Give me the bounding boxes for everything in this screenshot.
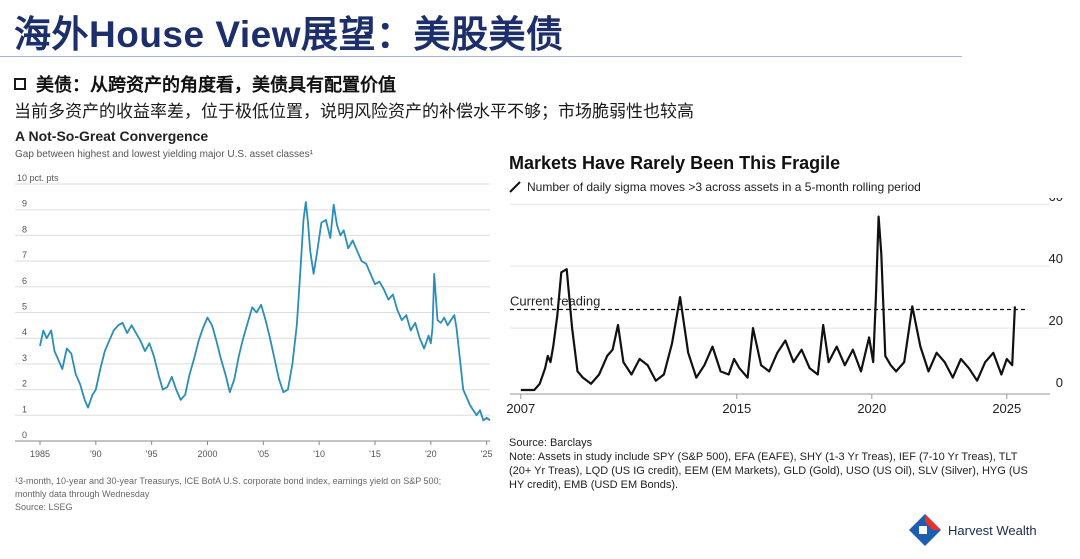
x-tick-label: '15: [369, 449, 381, 459]
y-tick-label: 5: [22, 302, 27, 312]
legend-line-icon: [509, 181, 521, 193]
fragility-chart-panel: Markets Have Rarely Been This Fragile Nu…: [500, 140, 1080, 500]
y-tick-label: 7: [22, 250, 27, 260]
y-tick-label: 6: [22, 276, 27, 286]
y-tick-label: 0: [22, 430, 27, 440]
y-tick-label: 1: [22, 404, 27, 414]
convergence-chart-panel: A Not-So-Great Convergence Gap between h…: [0, 124, 500, 519]
x-tick-label: 2007: [506, 401, 535, 416]
legend-label: Number of daily sigma moves >3 across as…: [527, 180, 921, 194]
x-tick-label: 1985: [30, 449, 50, 459]
fragility-chart: 0 20 40 60 2007 2015 2020 2025 Current reading: [506, 198, 1063, 416]
fragility-source: Source: Barclays: [509, 437, 593, 449]
slide-title: 海外House View展望：美股美债: [14, 14, 564, 55]
x-tick-label: '95: [146, 449, 158, 459]
convergence-chart-subtitle: Gap between highest and lowest yielding …: [15, 149, 313, 160]
y-tick-label: 60: [1049, 198, 1063, 204]
convergence-footnote-2: monthly data through Wednesday: [15, 489, 150, 499]
logo-text: Harvest Wealth: [948, 522, 1037, 538]
y-axis-unit-label: 10 pct. pts: [17, 173, 59, 183]
checkbox-square-icon: [14, 78, 26, 90]
y-tick-label: 4: [22, 327, 27, 337]
x-tick-label: '05: [257, 449, 269, 459]
section-bullet: 美债：从跨资产的角度看，美债具有配置价值: [14, 73, 396, 95]
current-reading-label: Current reading: [510, 293, 600, 308]
convergence-source: Source: LSEG: [15, 502, 73, 512]
y-tick-label: 0: [1056, 375, 1063, 390]
x-tick-label: 2000: [197, 449, 217, 459]
convergence-footnote-1: ¹3-month, 10-year and 30-year Treasurys,…: [15, 476, 442, 486]
fragility-chart-title: Markets Have Rarely Been This Fragile: [509, 153, 841, 173]
x-tick-label: 2020: [857, 401, 886, 416]
fragility-note-2: (20+ Yr Treas), LQD (US IG credit), EEM …: [509, 465, 1028, 477]
harvest-diamond-icon: [909, 514, 941, 546]
fragility-note-1: Note: Assets in study include SPY (S&P 5…: [509, 451, 1018, 463]
y-tick-label: 8: [22, 224, 27, 234]
y-tick-label: 40: [1049, 251, 1063, 266]
title-divider: [0, 56, 962, 57]
section-heading: 美债：从跨资产的角度看，美债具有配置价值: [36, 75, 396, 95]
convergence-chart: 10 pct. pts 0 1 2 3 4 5 6 7 8 9 1985 '90 '95 2000 '05 '1…: [15, 173, 493, 459]
y-tick-label: 2: [22, 379, 27, 389]
x-tick-label: 2025: [992, 401, 1021, 416]
x-tick-label: '20: [425, 449, 437, 459]
x-tick-label: '90: [90, 449, 102, 459]
gap-series-line: [39, 201, 491, 422]
y-tick-label: 20: [1049, 313, 1063, 328]
harvest-wealth-logo: Harvest Wealth: [908, 513, 1037, 547]
fragility-note-3: HY credit), EMB (USD EM Bonds).: [509, 479, 679, 491]
convergence-chart-title: A Not-So-Great Convergence: [15, 128, 209, 144]
y-tick-label: 9: [22, 199, 27, 209]
x-tick-label: 2015: [722, 401, 751, 416]
fragility-legend: Number of daily sigma moves >3 across as…: [509, 180, 921, 194]
section-description: 当前多资产的收益率差，位于极低位置，说明风险资产的补偿水平不够；市场脆弱性也较高: [14, 102, 694, 121]
sigma-moves-line: [520, 215, 1016, 392]
y-tick-label: 3: [22, 353, 27, 363]
x-tick-label: '25: [481, 449, 493, 459]
x-tick-label: '10: [313, 449, 325, 459]
